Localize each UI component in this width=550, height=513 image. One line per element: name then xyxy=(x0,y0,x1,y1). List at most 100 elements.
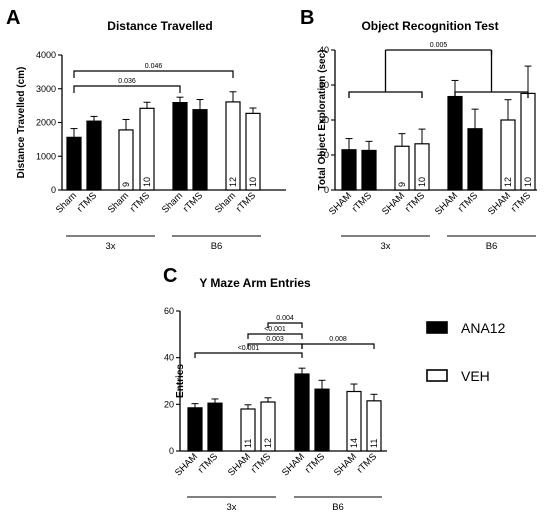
bar-n-label: 10 xyxy=(523,177,533,187)
bar-n-label: 9 xyxy=(397,182,407,187)
x-tick-label: Sham xyxy=(54,190,79,215)
p-value-label: 0.005 xyxy=(430,42,448,49)
legend-swatch xyxy=(426,321,448,334)
group-label: B6 xyxy=(211,241,223,252)
y-tick-label: 2000 xyxy=(36,118,56,128)
bar xyxy=(447,95,463,191)
p-value-label: 0.008 xyxy=(329,336,347,343)
x-tick-label: Sham xyxy=(106,190,131,215)
y-tick-label: 0 xyxy=(51,185,56,195)
x-tick-label: rTMS xyxy=(234,190,258,214)
bar-n-label: 14 xyxy=(450,177,460,187)
bar-n-label: 11 xyxy=(69,178,79,187)
x-tick-label: rTMS xyxy=(509,190,533,214)
bar xyxy=(520,92,536,191)
bar-n-label: 11 xyxy=(369,439,379,448)
group-label: B6 xyxy=(486,241,498,252)
y-axis-title: Total Object Exploration (sec) xyxy=(317,50,328,191)
y-tick-label: 4000 xyxy=(36,50,56,60)
group-label: 3x xyxy=(105,241,115,252)
x-tick-label: SHAM xyxy=(327,190,354,217)
y-tick-label: 20 xyxy=(319,115,329,125)
group-label: 3x xyxy=(380,241,390,252)
bar-n-label: 12 xyxy=(263,438,273,448)
x-tick-label: SHAM xyxy=(173,451,200,478)
bar-n-label: 12 xyxy=(195,177,205,187)
legend-label: ANA12 xyxy=(461,320,506,336)
panel-letter: C xyxy=(163,265,177,287)
y-tick-label: 40 xyxy=(319,45,329,55)
x-tick-label: rTMS xyxy=(355,451,379,475)
x-tick-label: rTMS xyxy=(456,190,480,214)
y-tick-label: 60 xyxy=(164,306,174,316)
x-tick-label: rTMS xyxy=(303,451,327,475)
x-tick-label: Sham xyxy=(160,190,185,215)
bar xyxy=(225,101,241,191)
y-axis-title: Distance Travelled (cm) xyxy=(16,67,27,179)
x-tick-label: rTMS xyxy=(75,190,99,214)
p-value-label: 0.036 xyxy=(118,78,136,85)
bar-n-label: 11 xyxy=(190,439,200,448)
comparison-bracket xyxy=(73,85,181,93)
panel-letter: A xyxy=(6,7,20,29)
bar-n-label: 11 xyxy=(344,178,354,187)
x-tick-label: rTMS xyxy=(350,190,374,214)
subgroup-bracket xyxy=(348,91,423,98)
bar-n-label: 14 xyxy=(297,438,307,448)
x-tick-label: rTMS xyxy=(196,451,220,475)
chart-panel-b: B Object Recognition Test Total Object Exp… xyxy=(300,7,537,252)
y-tick-label: 10 xyxy=(319,150,329,160)
chart-title: Distance Travelled xyxy=(107,19,212,33)
group-label: 3x xyxy=(226,502,236,513)
bar-n-label: 14 xyxy=(349,438,359,448)
bar-n-label: 12 xyxy=(503,177,513,187)
x-tick-label: rTMS xyxy=(128,190,152,214)
y-tick-label: 30 xyxy=(319,80,329,90)
legend-swatch xyxy=(426,369,448,382)
x-tick-label: SHAM xyxy=(486,190,513,217)
bar-n-label: 12 xyxy=(470,177,480,187)
chart-title: Object Recognition Test xyxy=(361,19,498,33)
bar xyxy=(118,129,134,191)
x-tick-label: rTMS xyxy=(249,451,273,475)
bar-n-label: 12 xyxy=(228,177,238,187)
chart-panel-c: CY Maze Arm EntriesEntries020406011SHAM1… xyxy=(163,265,387,513)
bar-n-label: 12 xyxy=(317,438,327,448)
comparison-bracket xyxy=(301,343,375,349)
p-value-label: <0.001 xyxy=(264,326,286,333)
bar-n-label: 11 xyxy=(243,439,253,448)
y-tick-label: 0 xyxy=(324,185,329,195)
comparison-bracket xyxy=(73,70,234,78)
p-value-label: 0.003 xyxy=(266,336,284,343)
bar-n-label: 10 xyxy=(417,177,427,187)
bar-n-label: 12 xyxy=(364,177,374,187)
x-tick-label: SHAM xyxy=(332,451,359,478)
bar-n-label: 12 xyxy=(89,177,99,187)
x-tick-label: SHAM xyxy=(226,451,253,478)
panel-letter: B xyxy=(300,7,314,29)
x-tick-label: SHAM xyxy=(380,190,407,217)
y-tick-label: 1000 xyxy=(36,151,56,161)
legend-label: VEH xyxy=(461,368,490,384)
subgroup-bracket xyxy=(454,91,529,98)
y-tick-label: 20 xyxy=(164,399,174,409)
x-tick-label: SHAM xyxy=(433,190,460,217)
comparison-bracket xyxy=(267,322,303,328)
y-tick-label: 40 xyxy=(164,353,174,363)
bar-n-label: 10 xyxy=(142,177,152,187)
x-tick-label: SHAM xyxy=(280,451,307,478)
group-label: B6 xyxy=(332,502,344,513)
p-value-label: 0.004 xyxy=(276,315,294,322)
chart-panel-a: A Distance Travelled Distance Travelled (c… xyxy=(6,7,286,252)
bar-n-label: 9 xyxy=(121,182,131,187)
bar xyxy=(172,101,188,191)
comparison-bracket xyxy=(247,333,303,339)
y-tick-label: 3000 xyxy=(36,84,56,94)
legend: ANA12 VEH xyxy=(426,320,506,384)
x-tick-label: rTMS xyxy=(403,190,427,214)
bar-n-label: 14 xyxy=(175,177,185,187)
bar-n-label: 10 xyxy=(248,177,258,187)
x-tick-label: Sham xyxy=(213,190,238,215)
bar-n-label: 12 xyxy=(210,438,220,448)
